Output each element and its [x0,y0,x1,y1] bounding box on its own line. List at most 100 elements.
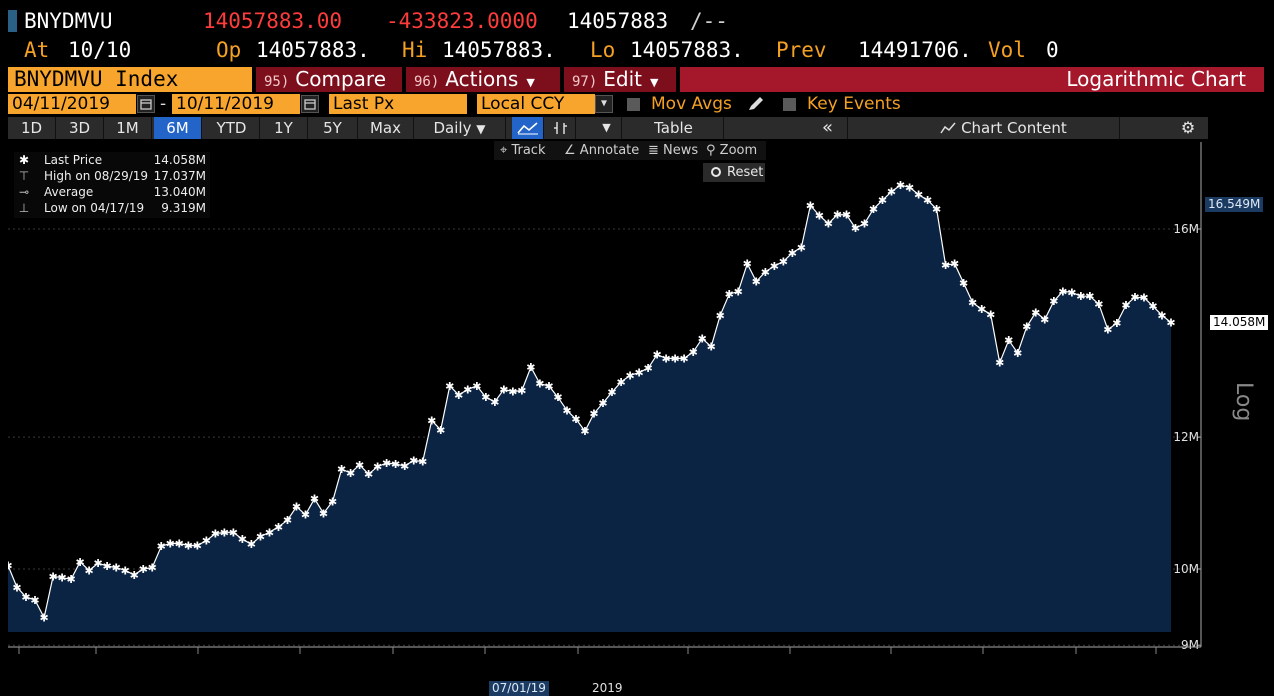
data-point: ✱ [328,495,337,508]
pencil-icon[interactable] [746,95,766,117]
compare-button[interactable]: 95) Compare [256,67,402,92]
currency-select[interactable]: Local CCY [477,94,595,114]
pencil-icon: ∠ [564,143,576,158]
candlestick-icon[interactable] [546,117,576,139]
period-max[interactable]: Max [358,117,414,139]
start-date-field[interactable]: 04/11/2019 [8,94,136,114]
data-point: ✱ [770,260,779,273]
data-point: ✱ [535,378,544,391]
legend-last-label: Last Price [44,153,103,167]
data-point: ✱ [1139,292,1148,305]
data-point: ✱ [76,556,85,569]
data-point: ✱ [310,493,319,506]
data-point: ✱ [562,404,571,417]
reset-button[interactable]: Reset [703,163,765,182]
line-chart-icon[interactable] [512,117,544,139]
track-tool[interactable]: ⌖ Track [500,143,546,158]
data-point: ✱ [752,275,761,288]
cursor-date-tag: 07/01/19 [489,681,549,696]
data-point: ✱ [995,357,1004,370]
period-6m[interactable]: 6M [154,117,202,139]
frequency-select[interactable]: Daily ▼ [414,117,506,139]
data-point: ✱ [21,591,30,604]
ticker-marker [8,10,17,32]
security-field[interactable]: BNYDMVU Index [8,67,252,92]
average-marker-icon: ⊸ [18,185,30,199]
price-field[interactable]: Last Px [329,94,467,114]
hover-value-tag: 16.549M [1205,197,1264,212]
data-point: ✱ [1040,313,1049,326]
legend-low-label: Low on 04/17/19 [44,201,145,215]
data-point: ✱ [30,594,39,607]
period-1y[interactable]: 1Y [260,117,308,139]
star-icon: ✱ [18,153,30,167]
data-point: ✱ [743,258,752,271]
data-point: ✱ [887,186,896,199]
data-point: ✱ [1067,286,1076,299]
chart-content-button[interactable]: Chart Content [888,117,1120,139]
end-date-field[interactable]: 10/11/2019 [172,94,300,114]
data-point: ✱ [256,530,265,543]
data-point: ✱ [301,509,310,522]
period-3d[interactable]: 3D [56,117,104,139]
chart-type-dropdown[interactable]: ▼ [592,117,622,139]
gear-icon[interactable]: ⚙ [1180,118,1196,137]
key-events-label[interactable]: Key Events [807,94,901,114]
data-point: ✱ [734,285,743,298]
y-tick-label: 16M [1173,222,1199,236]
trade-size: /-- [690,9,728,33]
reset-label: Reset [727,165,764,180]
calendar-icon[interactable] [137,95,155,113]
calendar-icon[interactable] [301,95,319,113]
mov-avgs-checkbox[interactable] [627,98,640,111]
at-value: 10/10 [68,38,132,62]
legend-high-label: High on 08/29/19 [44,169,149,183]
data-point: ✱ [382,457,391,470]
data-point: ✱ [103,560,112,573]
data-point: ✱ [211,528,220,541]
prev-value: 14491706. [858,38,972,62]
data-point: ✱ [319,507,328,520]
data-point: ✱ [553,391,562,404]
data-point: ✱ [932,203,941,216]
data-point: ✱ [1031,306,1040,319]
data-point: ✱ [716,309,725,322]
data-point: ✱ [589,407,598,420]
y-tick-label: 12M [1173,430,1199,444]
open-value: 14057883. [256,38,370,62]
data-point: ✱ [508,386,517,399]
zoom-tool[interactable]: ⚲ Zoom [706,143,757,158]
period-1d[interactable]: 1D [8,117,56,139]
legend-average-value: 13.040M [153,185,206,199]
period-1m[interactable]: 1M [104,117,152,139]
annotate-tool[interactable]: ∠ Annotate [564,143,639,158]
price-chart[interactable]: ✱✱ ✱✱✱ ✱ ✱✱✱✱ ✱ ✱ ✱ ✱ ✱ ✱✱ ✱ ✱ ✱ ✱ ✱✱ ✱ ✱✱ ✱✱ ✱ ✱✱✱✱✱✱✱✱ ✱✱✱… [8,142,1203,662]
data-point: ✱ [689,346,698,359]
data-point: ✱ [869,203,878,216]
chevron-down-icon[interactable]: ▼ [595,95,613,113]
data-point: ✱ [607,386,616,399]
table-button[interactable]: Table [624,117,724,139]
data-point: ✱ [806,199,815,212]
key-events-checkbox[interactable] [783,98,796,111]
data-point: ✱ [941,259,950,272]
data-point: ✱ [1049,295,1058,308]
actions-button[interactable]: 96) Actions ▼ [406,67,560,92]
news-tool[interactable]: ≣ News [648,143,698,158]
data-point: ✱ [39,612,48,625]
data-point: ✱ [914,189,923,202]
chart-legend: ✱ Last Price 14.058M ⊤ High on 08/29/19 … [14,152,210,218]
period-ytd[interactable]: YTD [204,117,260,139]
open-label: Op [216,38,242,62]
data-point: ✱ [968,297,977,310]
period-5y[interactable]: 5Y [308,117,358,139]
edit-button[interactable]: 97) Edit ▼ [564,67,676,92]
data-point: ✱ [85,564,94,577]
collapse-icon[interactable]: « [808,117,848,139]
data-point: ✱ [130,569,139,582]
data-point: ✱ [57,572,66,585]
mov-avgs-label[interactable]: Mov Avgs [651,94,732,114]
data-point: ✱ [454,389,463,402]
data-point: ✱ [220,526,229,539]
chart-title-bar: Logarithmic Chart [680,67,1264,92]
